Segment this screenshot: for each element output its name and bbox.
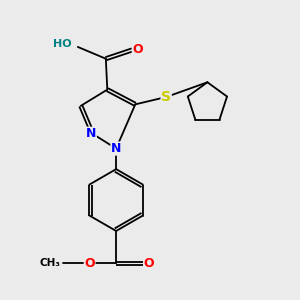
Text: O: O — [132, 44, 143, 56]
Text: CH₃: CH₃ — [39, 258, 60, 268]
Text: O: O — [144, 257, 154, 270]
Text: N: N — [86, 127, 96, 140]
Text: O: O — [84, 257, 95, 270]
Text: HO: HO — [53, 39, 71, 49]
Text: S: S — [161, 90, 171, 104]
Text: N: N — [111, 142, 121, 155]
